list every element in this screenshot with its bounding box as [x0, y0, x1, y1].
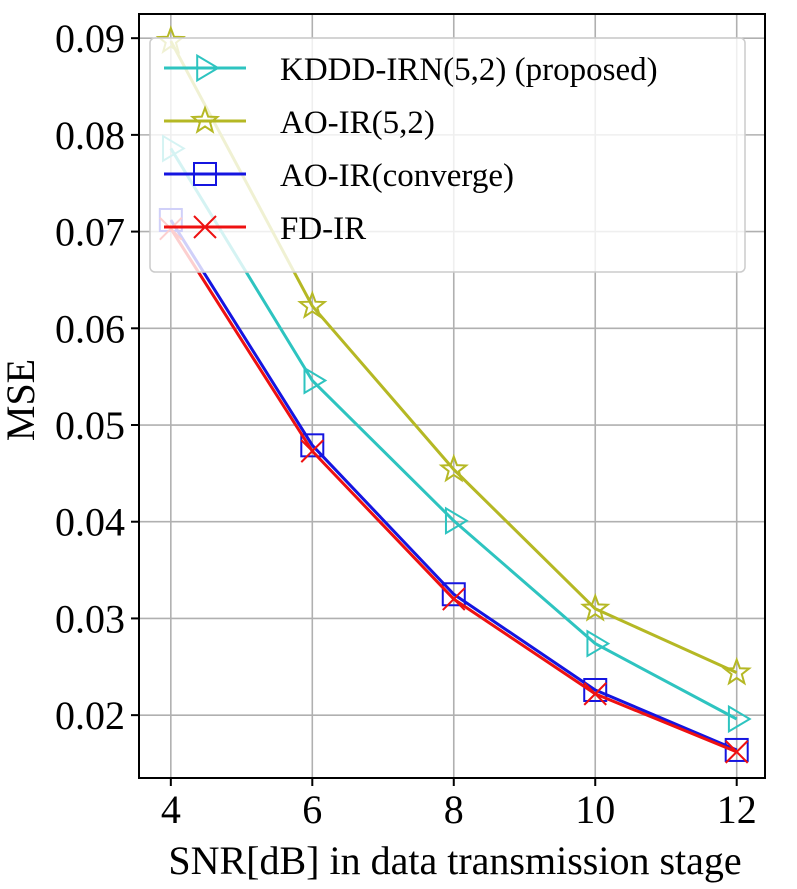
legend-item-ao-ir-converge: AO-IR(converge) — [164, 158, 514, 194]
series-line-kddd-irn-5-2-proposed — [169, 147, 738, 721]
y-tick-label: 0.02 — [55, 693, 125, 738]
data-point-fd-ir — [300, 439, 325, 463]
plot-frame — [138, 13, 766, 779]
legend-marker — [189, 105, 221, 134]
y-tick-label: 0.04 — [55, 500, 125, 545]
data-point-fd-ir — [724, 740, 749, 764]
data-point-ao-ir-converge — [724, 737, 749, 762]
data-point-ao-ir-converge — [583, 677, 608, 702]
data-point-fd-ir — [583, 682, 607, 706]
y-tick-label: 0.09 — [55, 16, 125, 61]
data-point-ao-ir-5-2 — [438, 453, 469, 483]
data-point-ao-ir-converge — [300, 433, 325, 458]
legend: KDDD-IRN(5,2) (proposed) AO-IR(5,2) AO-IR(… — [149, 37, 746, 273]
legend-item-fd-ir: FD-IR — [164, 211, 366, 247]
x-axis-label: SNR[dB] in data transmission stage — [168, 838, 741, 883]
x-tick-label: 12 — [717, 787, 757, 832]
data-point-kddd-irn-5-2-proposed — [444, 506, 469, 535]
y-tick-label: 0.08 — [55, 113, 125, 158]
data-point-ao-ir-5-2 — [297, 290, 328, 319]
y-tick-label: 0.06 — [55, 306, 125, 351]
y-tick-label: 0.05 — [55, 403, 125, 448]
legend-label: KDDD-IRN(5,2) (proposed) — [280, 52, 658, 88]
series-line-ao-ir-converge — [169, 219, 738, 752]
legend-label: AO-IR(converge) — [280, 158, 514, 194]
legend-marker — [193, 162, 217, 186]
data-point-ao-ir-converge — [441, 582, 466, 607]
legend-item-kddd-irn-5-2-proposed: KDDD-IRN(5,2) (proposed) — [164, 52, 658, 88]
data-point-kddd-irn-5-2-proposed — [586, 629, 611, 658]
legend-label: AO-IR(5,2) — [280, 105, 435, 141]
legend-marker — [193, 215, 217, 239]
y-tick-label: 0.03 — [55, 596, 125, 641]
legend-marker — [196, 53, 220, 83]
legend-label: FD-IR — [280, 211, 366, 247]
x-tick-label: 4 — [161, 787, 181, 832]
y-tick-label: 0.07 — [55, 210, 125, 255]
data-point-fd-ir — [442, 587, 466, 611]
data-point-kddd-irn-5-2-proposed — [303, 366, 328, 395]
data-point-kddd-irn-5-2-proposed — [727, 704, 752, 734]
x-tick-label: 8 — [444, 787, 464, 832]
legend-box — [149, 37, 746, 273]
legend-item-ao-ir-5-2: AO-IR(5,2) — [164, 105, 435, 141]
series-layer — [155, 25, 752, 764]
axes: 4 6 8 10 12 0.02 0.03 0.04 0.05 0.06 0.07 0.08 0.09 — [55, 13, 766, 832]
data-point-ao-ir-5-2 — [580, 592, 611, 622]
x-tick-label: 6 — [302, 787, 322, 832]
x-tick-label: 10 — [575, 787, 615, 832]
data-point-ao-ir-5-2 — [721, 656, 752, 686]
y-axis-label: MSE — [0, 359, 43, 441]
